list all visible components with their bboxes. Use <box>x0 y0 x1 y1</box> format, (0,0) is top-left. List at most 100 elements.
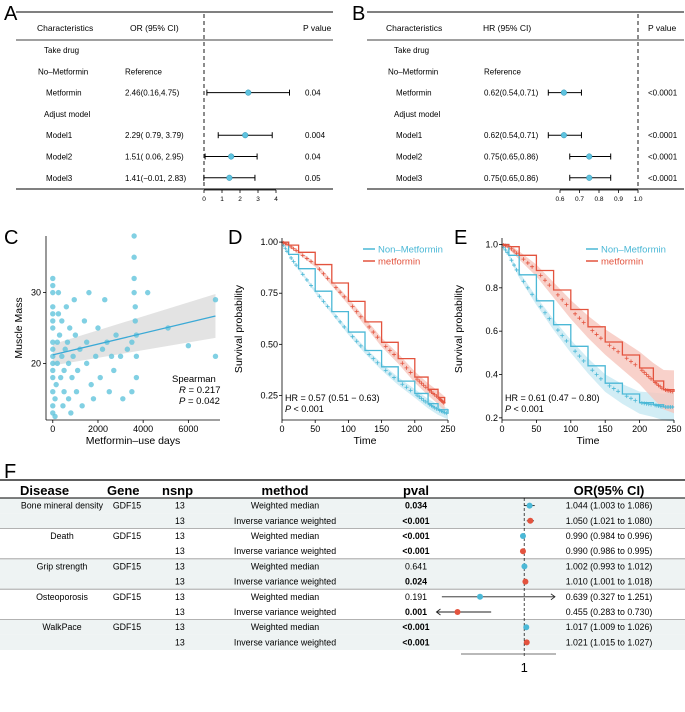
censor-mark <box>325 304 330 309</box>
p-symbol: P <box>505 404 511 414</box>
row-nsnp: 13 <box>175 561 185 571</box>
row-stripe <box>0 619 685 635</box>
censor-mark <box>629 396 633 401</box>
y-axis-label: Survival probability <box>233 284 245 373</box>
row-or: 1.021 (1.015 to 1.027) <box>566 637 653 647</box>
row-label: Adjust model <box>44 110 90 119</box>
header-or: OR(95% CI) <box>574 483 645 498</box>
row-pval: 0.641 <box>405 561 427 571</box>
estimate-point <box>226 174 233 181</box>
censor-mark <box>415 393 420 398</box>
censor-mark <box>317 294 322 299</box>
x-tick-label: 150 <box>374 424 389 434</box>
censor-mark <box>564 302 569 307</box>
p-symbol: P <box>179 396 186 407</box>
row-estimate: 0.62(0.54,0.71) <box>484 131 539 140</box>
scatter-point <box>67 325 73 331</box>
x-tick-label: 0.7 <box>575 196 584 203</box>
scatter-point <box>68 410 74 416</box>
scatter-point <box>50 403 56 409</box>
panel-label-e: E <box>454 227 467 249</box>
scatter-point <box>50 311 56 317</box>
censor-mark <box>525 260 530 265</box>
row-p-value: 0.04 <box>305 89 321 98</box>
x-tick-label: 4 <box>274 196 278 203</box>
scatter-point <box>50 289 56 296</box>
x-tick-label: 0 <box>279 424 284 434</box>
censor-mark <box>633 398 638 403</box>
x-tick-label: 0.6 <box>555 196 564 203</box>
row-p-value: 0.04 <box>305 153 321 162</box>
censor-mark <box>573 349 578 354</box>
censor-mark <box>291 246 296 251</box>
row-method: Inverse variance weighted <box>234 516 336 526</box>
censor-mark <box>354 339 359 344</box>
row-pval: <0.001 <box>402 546 429 556</box>
estimate-point <box>454 609 461 615</box>
scatter-point <box>50 367 56 374</box>
row-label: No–Metformin <box>38 67 88 76</box>
censor-mark <box>423 385 428 390</box>
x-tick-label: 0.9 <box>614 196 623 203</box>
row-or: 0.639 (0.327 to 1.251) <box>566 592 653 602</box>
scatter-point <box>64 339 71 345</box>
y-tick-label: 0.8 <box>485 283 498 293</box>
scatter-point <box>97 374 103 381</box>
x-tick-label: 50 <box>310 424 320 434</box>
scatter-point <box>113 332 119 338</box>
row-method: Weighted median <box>251 531 319 541</box>
censor-mark <box>383 368 388 373</box>
censor-mark <box>283 246 288 251</box>
scatter-point <box>55 311 62 317</box>
x-tick-label: 1.0 <box>633 196 642 203</box>
censor-mark <box>342 324 347 329</box>
censor-mark <box>538 273 543 278</box>
header-characteristics: Characteristics <box>37 23 93 33</box>
censor-mark <box>367 324 372 329</box>
row-or: 1.017 (1.009 to 1.026) <box>566 622 653 632</box>
censor-mark <box>333 314 338 319</box>
censor-mark <box>512 249 517 253</box>
x-tick-label: 0.8 <box>594 196 603 203</box>
p-value: = 0.042 <box>185 396 220 407</box>
censor-mark <box>350 334 355 339</box>
x-axis-label: Time <box>577 435 600 447</box>
censor-mark <box>514 267 519 272</box>
censor-mark <box>649 402 654 407</box>
regression-line <box>52 315 216 356</box>
scatter-point <box>74 367 81 374</box>
censor-mark <box>371 330 376 335</box>
scatter-point <box>90 396 97 402</box>
reference-label: 1 <box>521 660 528 675</box>
censor-mark <box>543 278 547 283</box>
censor-mark <box>387 371 392 376</box>
censor-mark <box>421 398 426 403</box>
x-tick-label: 1 <box>220 196 224 203</box>
x-tick-label: 150 <box>598 424 613 434</box>
censor-mark <box>573 311 578 316</box>
scatter-point <box>83 339 90 345</box>
row-p-value: <0.0001 <box>648 131 678 140</box>
censor-mark <box>577 316 582 321</box>
censor-mark <box>659 386 664 391</box>
estimate-point <box>228 153 235 160</box>
scatter-point <box>70 353 76 360</box>
scatter-point <box>54 339 60 345</box>
scatter-point <box>65 396 72 402</box>
row-pval: <0.001 <box>402 622 429 632</box>
censor-mark <box>611 386 616 391</box>
row-or: 1.044 (1.003 to 1.086) <box>566 501 653 511</box>
row-label: Model1 <box>396 131 423 140</box>
censor-mark <box>375 335 380 340</box>
censor-mark <box>309 259 314 264</box>
censor-mark <box>659 404 664 409</box>
scatter-point <box>57 374 64 381</box>
censor-mark <box>607 343 612 348</box>
censor-mark <box>304 277 309 282</box>
scatter-point <box>50 275 56 282</box>
estimate-point <box>521 563 528 570</box>
censor-mark <box>521 257 526 262</box>
censor-mark <box>530 292 535 297</box>
row-disease: Grip strength <box>37 561 88 571</box>
